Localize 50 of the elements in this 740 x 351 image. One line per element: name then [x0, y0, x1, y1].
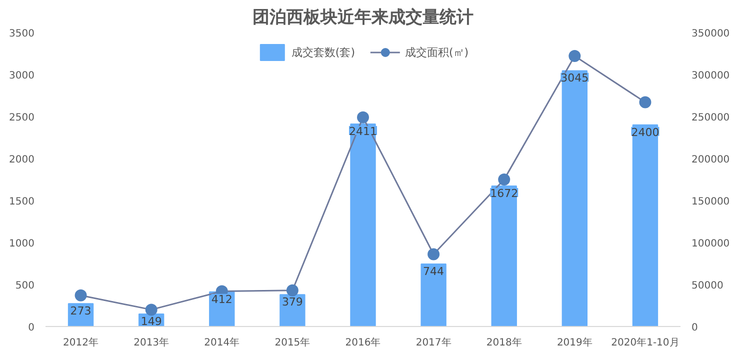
data-label: 744 [423, 265, 444, 278]
y-tick-label: 3000 [9, 70, 35, 82]
point [498, 174, 510, 186]
y2-tick-label: 150000 [692, 196, 730, 208]
point [286, 284, 298, 296]
bar [562, 70, 588, 326]
bar [632, 124, 658, 326]
legend-label: 成交套数(套) [291, 44, 355, 60]
point [639, 96, 652, 108]
y-tick-label: 500 [15, 280, 35, 292]
data-label: 273 [70, 304, 92, 318]
data-label: 412 [211, 292, 232, 306]
y2-tick-label: 0 [692, 322, 698, 334]
x-tick-label: 2016年 [345, 336, 381, 348]
data-label: 2400 [631, 126, 660, 139]
bar [491, 186, 517, 326]
y2-tick-label: 200000 [692, 154, 730, 166]
x-tick-label: 2015年 [274, 336, 310, 348]
chart-title: 团泊西板块近年来成交量统计 [252, 8, 474, 28]
y-tick-label: 0 [28, 322, 35, 334]
y2-tick-label: 250000 [692, 112, 730, 124]
data-label: 1672 [490, 187, 518, 200]
point [428, 248, 440, 260]
y2-tick-label: 350000 [692, 28, 730, 40]
point [357, 111, 369, 124]
point [568, 50, 581, 62]
x-tick-label: 2018年 [486, 336, 522, 348]
legend-label: 成交面积(㎡) [405, 44, 469, 60]
y-tick-label: 2000 [9, 154, 35, 166]
data-label: 2411 [349, 124, 378, 138]
y2-tick-label: 50000 [692, 280, 724, 292]
data-label: 3045 [560, 72, 589, 85]
bar [350, 123, 376, 326]
y-tick-label: 1000 [9, 238, 35, 250]
x-tick-label: 2019年 [556, 336, 592, 348]
x-tick-label: 2020年1-10月 [611, 336, 680, 348]
data-label: 149 [140, 314, 162, 328]
y-tick-label: 3500 [9, 28, 35, 40]
x-tick-label: 2014年 [204, 336, 240, 348]
x-tick-label: 2012年 [63, 336, 99, 348]
bar [420, 264, 446, 326]
y2-tick-label: 300000 [692, 70, 730, 82]
data-label: 379 [282, 296, 303, 309]
x-tick-label: 2013年 [134, 336, 170, 348]
point [145, 304, 158, 316]
y-tick-label: 2500 [9, 112, 35, 124]
point [74, 289, 87, 302]
y-tick-label: 1500 [9, 196, 35, 208]
y2-tick-label: 100000 [692, 238, 730, 250]
x-tick-label: 2017年 [416, 336, 452, 348]
